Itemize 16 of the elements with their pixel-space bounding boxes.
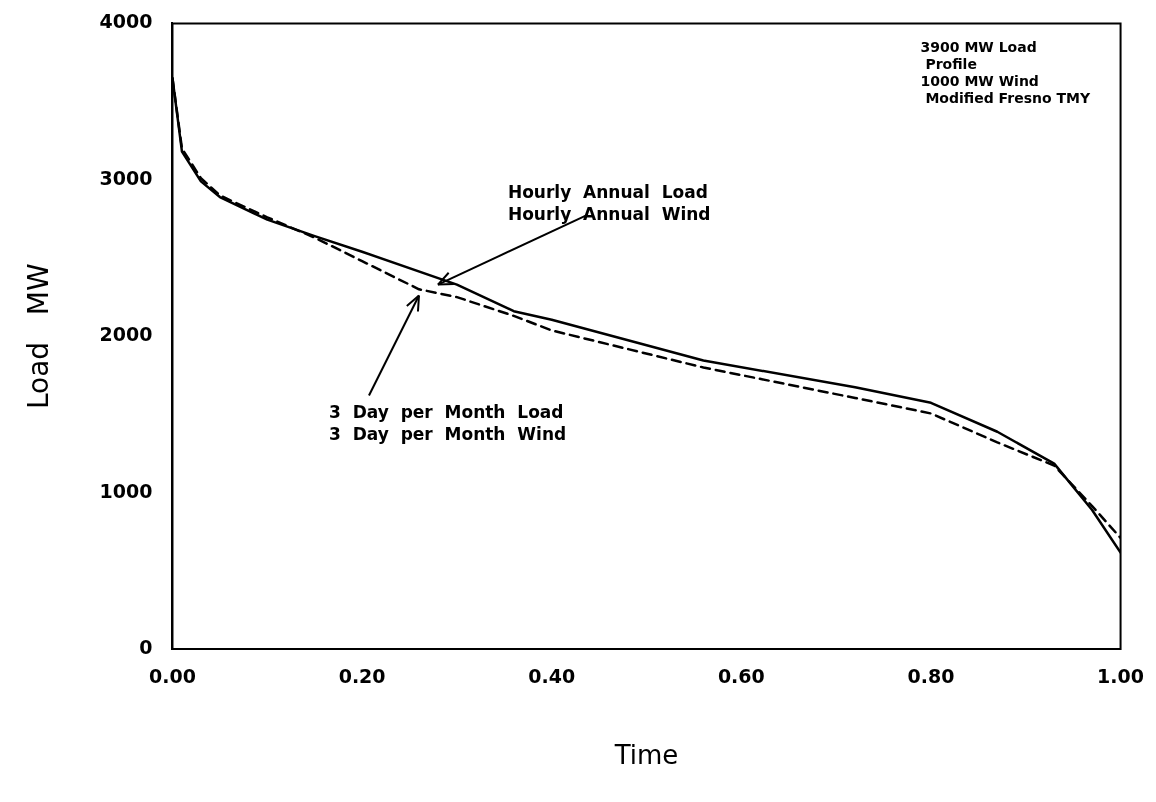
y-tick-label: 2000 [99, 323, 153, 346]
y-tick-label: 1000 [99, 479, 153, 502]
x-tick-label: 0.40 [528, 665, 576, 688]
x-tick-label: 0.60 [717, 665, 765, 688]
x-tick-label: 0.00 [149, 665, 196, 688]
annotation: Hourly Annual Load Hourly Annual Wind [507, 181, 711, 224]
annotation: 3 Day per Month Load 3 Day per Month Wind [328, 402, 567, 445]
x-tick-label: 0.20 [338, 665, 386, 688]
x-tick-label: 1.00 [1097, 665, 1145, 688]
x-axis-title: Time [613, 740, 679, 771]
y-tick-label: 4000 [99, 10, 153, 33]
annotation: 3900 MW Load Profile 1000 MW Wind Modified Fresno TMY [920, 39, 1091, 107]
x-tick-label: 0.80 [907, 665, 955, 688]
y-tick-label: 0 [139, 635, 153, 658]
y-axis-title: Load MW [22, 263, 56, 410]
y-tick-label: 3000 [99, 166, 153, 189]
